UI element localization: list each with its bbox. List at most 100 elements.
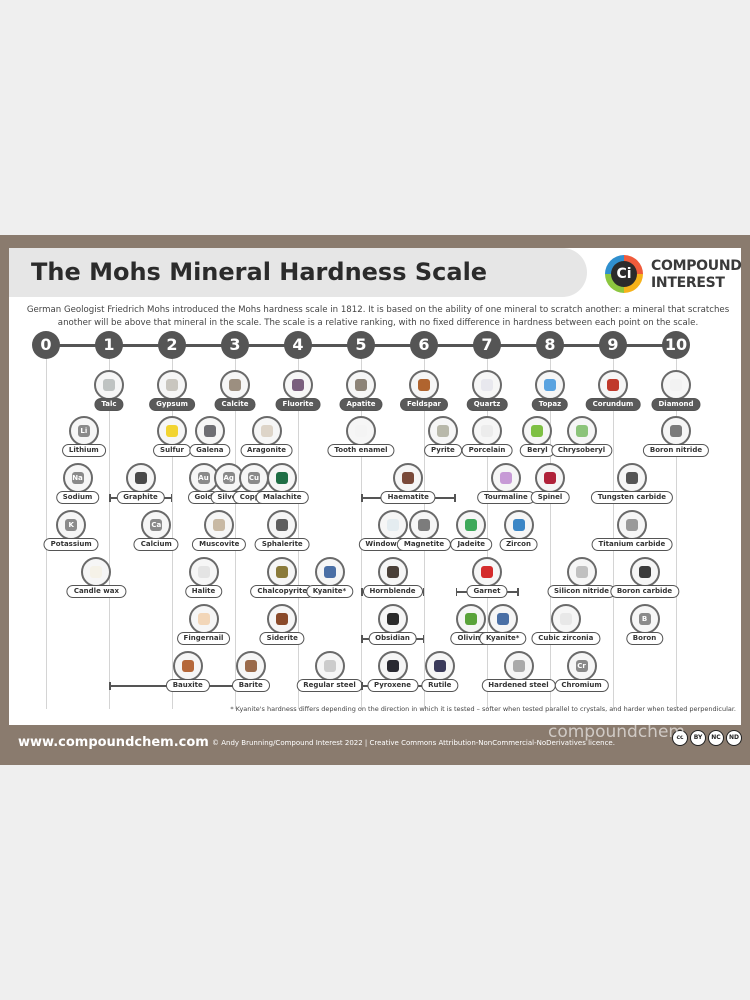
logo-icon: Ci: [605, 255, 643, 293]
mineral-swatch: [166, 425, 178, 437]
mineral-swatch: [103, 379, 115, 391]
jadeite-icon: [456, 510, 487, 540]
fingernail-icon: [188, 604, 219, 634]
gypsum-icon: [157, 370, 187, 400]
scale-node-1: 1: [95, 331, 123, 359]
title-bar: The Mohs Mineral Hardness Scale: [9, 248, 587, 297]
scale-node-6: 6: [410, 331, 438, 359]
mineral-swatch: [197, 566, 210, 578]
mineral-swatch: [292, 379, 304, 391]
sphalerite-label: Sphalerite: [254, 538, 310, 551]
mineral-swatch: [276, 472, 289, 484]
talc-icon: [94, 370, 124, 400]
lithium-label: Lithium: [61, 444, 106, 457]
kyanite-label: Kyanite*: [305, 585, 354, 598]
footnote: * Kyanite's hardness differs depending o…: [230, 705, 736, 713]
mineral-swatch: [418, 379, 430, 391]
scale-node-0: 0: [32, 331, 60, 359]
mineral-swatch: [276, 519, 289, 531]
cubic-zirconia-label: Cubic zirconia: [531, 632, 601, 645]
mineral-swatch: [213, 519, 226, 531]
pyroxene-icon: [377, 651, 408, 681]
kyanite-icon: [314, 557, 345, 587]
quartz-icon: [472, 370, 502, 400]
mineral-swatch: [496, 613, 509, 625]
fingernail-label: Fingernail: [176, 632, 231, 645]
mineral-swatch: [355, 425, 367, 437]
kyanite-icon: [487, 604, 518, 634]
logo-line-1: COMPOUND: [651, 258, 742, 274]
mineral-swatch: [166, 379, 178, 391]
mineral-swatch: [638, 566, 651, 578]
cc-licence-badges: cc BY NC ND: [672, 730, 742, 746]
chromium-icon: Cr: [566, 651, 597, 681]
intro-text: German Geologist Friedrich Mohs introduc…: [26, 305, 730, 328]
sodium-icon: Na: [62, 463, 93, 493]
siderite-icon: [267, 604, 298, 634]
cc-cc-icon: cc: [672, 730, 688, 746]
website-link[interactable]: www.compoundchem.com: [18, 735, 209, 750]
sodium-label: Sodium: [55, 491, 100, 504]
topaz-icon: [535, 370, 565, 400]
mineral-swatch: [436, 425, 449, 437]
magnetite-label: Magnetite: [396, 538, 452, 551]
porcelain-icon: [472, 416, 502, 446]
mineral-swatch: [134, 472, 147, 484]
mineral-swatch: [386, 566, 399, 578]
mineral-swatch: [229, 379, 241, 391]
hardness-diagram: 0 1 2 3 4 5 6 7 8 9 10 Talc Gypsum Calcite Fluorite Apa…: [9, 331, 741, 725]
scale-guide-line: [109, 359, 110, 709]
mineral-swatch: [244, 660, 257, 672]
scale-node-3: 3: [221, 331, 249, 359]
mineral-swatch: [203, 425, 216, 437]
boron-nitride-label: Boron nitride: [642, 444, 710, 457]
scale-node-2: 2: [158, 331, 186, 359]
mineral-swatch: [481, 425, 493, 437]
chrysoberyl-icon: [566, 416, 597, 446]
regular-steel-icon: [314, 651, 345, 681]
mineral-swatch: [607, 379, 619, 391]
barite-icon: [235, 651, 266, 681]
zircon-icon: [503, 510, 534, 540]
quartz-label: Quartz: [466, 398, 508, 411]
candle-wax-icon: [81, 557, 112, 587]
malachite-label: Malachite: [256, 491, 309, 504]
tooth-enamel-icon: [346, 416, 376, 446]
boron-icon: B: [629, 604, 660, 634]
mineral-swatch: [544, 379, 556, 391]
chalcopyrite-label: Chalcopyrite: [250, 585, 315, 598]
hornblende-label: Hornblende: [362, 585, 423, 598]
gold-icon: Au: [188, 463, 219, 493]
cc-nc-icon: NC: [708, 730, 724, 746]
cubic-zirconia-icon: [550, 604, 581, 634]
potassium-label: Potassium: [43, 538, 99, 551]
scale-guide-line: [235, 359, 236, 709]
mineral-swatch: [465, 519, 478, 531]
mineral-swatch: [465, 613, 478, 625]
copper-icon: Cu: [238, 463, 269, 493]
mineral-swatch: [197, 613, 210, 625]
scale-guide-line: [172, 359, 173, 709]
mineral-swatch: [575, 425, 588, 437]
scale-guide-line: [676, 359, 677, 709]
scale-node-7: 7: [473, 331, 501, 359]
hardened-steel-icon: [503, 651, 534, 681]
corundum-label: Corundum: [585, 398, 641, 411]
mineral-swatch: [323, 660, 336, 672]
mineral-swatch: [625, 472, 638, 484]
tourmaline-label: Tourmaline: [477, 491, 535, 504]
calcite-icon: [220, 370, 250, 400]
calcium-icon: Ca: [141, 510, 172, 540]
scale-node-10: 10: [662, 331, 690, 359]
scale-guide-line: [46, 359, 47, 709]
fluorite-icon: [283, 370, 313, 400]
tungsten-carbide-label: Tungsten carbide: [590, 491, 673, 504]
mineral-swatch: [575, 566, 588, 578]
mineral-swatch: [386, 519, 399, 531]
zircon-label: Zircon: [499, 538, 538, 551]
credit-text: © Andy Brunning/Compound Interest 2022 |…: [212, 739, 615, 747]
siderite-label: Siderite: [259, 632, 305, 645]
mineral-swatch: [355, 379, 367, 391]
diamond-label: Diamond: [651, 398, 701, 411]
mineral-swatch: [276, 613, 289, 625]
